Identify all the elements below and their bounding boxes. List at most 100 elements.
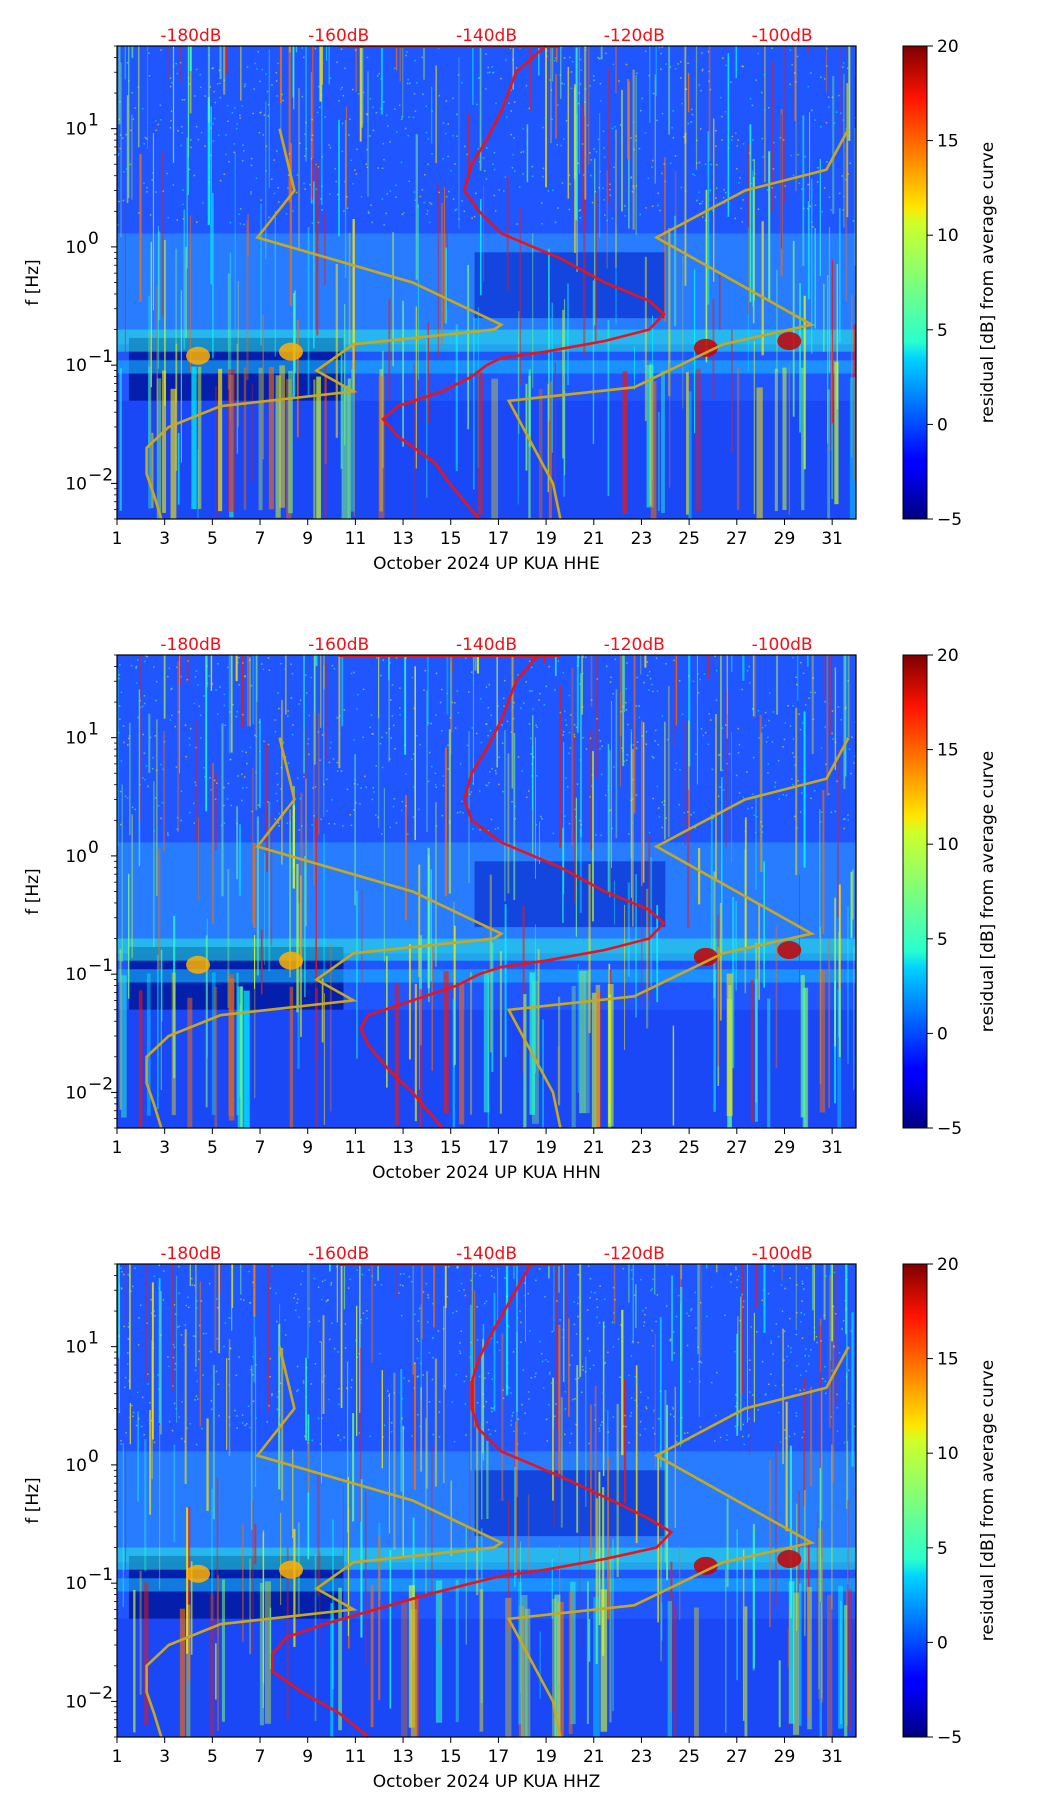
y-tick-exponent: 1 (88, 1329, 99, 1349)
x-tick-label: 11 (345, 529, 367, 549)
x-tick-label: 5 (207, 1747, 218, 1767)
colorbar-tick-label: 0 (937, 1024, 948, 1044)
x-tick-label: 29 (774, 1138, 796, 1158)
colorbar-tick-label: 15 (937, 1350, 959, 1370)
colorbar-tick-label: −5 (937, 1728, 962, 1748)
y-tick-label: 10 (65, 965, 87, 985)
x-tick-label: 11 (345, 1747, 367, 1767)
x-tick-label: 3 (159, 1138, 170, 1158)
y-tick-label: 10 (65, 1692, 87, 1712)
colorbar-tick-label: 10 (937, 835, 959, 855)
db-scale-label: -100dB (752, 1244, 813, 1264)
y-tick-label: 10 (65, 1574, 87, 1594)
y-tick-exponent: 0 (88, 1447, 99, 1467)
db-scale-label: -160dB (308, 1244, 369, 1264)
x-tick-label: 19 (535, 1138, 557, 1158)
db-scale-label: -120dB (604, 26, 665, 46)
x-tick-label: 25 (678, 1138, 700, 1158)
y-tick-exponent: 0 (88, 838, 99, 858)
nhnm-curve (506, 737, 850, 1129)
x-tick-label: 3 (159, 529, 170, 549)
x-tick-label: 5 (207, 529, 218, 549)
median-psd-curve (270, 1263, 674, 1739)
colorbar-tick-label: 20 (937, 646, 959, 666)
spectrogram (117, 1264, 856, 1737)
x-tick-label: 23 (631, 529, 653, 549)
x-axis-title: October 2024 UP KUA HHZ (373, 1772, 601, 1792)
db-scale-label: -160dB (308, 26, 369, 46)
x-axis-title: October 2024 UP KUA HHE (373, 554, 600, 574)
x-tick-label: 15 (440, 1747, 462, 1767)
y-tick-label: 10 (65, 238, 87, 258)
db-scale-label: -120dB (604, 1244, 665, 1264)
y-tick-exponent: −1 (88, 956, 113, 976)
x-tick-label: 27 (726, 529, 748, 549)
x-tick-label: 7 (255, 1138, 266, 1158)
x-tick-label: 27 (726, 1747, 748, 1767)
y-tick-label: 10 (65, 474, 87, 494)
x-tick-label: 13 (392, 1138, 414, 1158)
y-tick-exponent: −1 (88, 347, 113, 367)
y-tick-exponent: −2 (88, 1074, 113, 1094)
db-scale-label: -140dB (456, 1244, 517, 1264)
colorbar-tick-label: 15 (937, 741, 959, 761)
x-axis-title: October 2024 UP KUA HHN (372, 1163, 601, 1183)
x-tick-label: 31 (821, 1138, 843, 1158)
y-axis-title: f [Hz] (23, 868, 43, 914)
db-scale-label: -180dB (160, 1244, 221, 1264)
x-tick-label: 5 (207, 1138, 218, 1158)
colorbar-tick-label: 5 (937, 930, 948, 950)
x-tick-label: 27 (726, 1138, 748, 1158)
x-tick-label: 1 (112, 529, 123, 549)
x-tick-label: 3 (159, 1747, 170, 1767)
y-tick-exponent: 0 (88, 229, 99, 249)
x-tick-label: 15 (440, 1138, 462, 1158)
db-scale-label: -140dB (456, 26, 517, 46)
db-scale-label: -120dB (604, 635, 665, 655)
colorbar-tick-label: 20 (937, 1255, 959, 1275)
nlnm-curve (145, 1346, 504, 1738)
x-tick-label: 1 (112, 1138, 123, 1158)
colorbar-label: residual [dB] from average curve (978, 751, 998, 1032)
spectrogram (117, 46, 856, 519)
colorbar-label: residual [dB] from average curve (978, 1360, 998, 1641)
colorbar-tick-label: 15 (937, 132, 959, 152)
y-tick-label: 10 (65, 847, 87, 867)
x-tick-label: 9 (302, 529, 313, 549)
colorbar: −5 0 5 10 15 20 residual [dB] from average cur… (902, 1255, 998, 1748)
x-tick-label: 25 (678, 529, 700, 549)
x-tick-label: 17 (488, 1747, 510, 1767)
colorbar-gradient (902, 654, 928, 1129)
nlnm-curve (145, 737, 504, 1129)
spectrogram (117, 655, 856, 1128)
db-scale-label: -160dB (308, 635, 369, 655)
colorbar-tick-label: 10 (937, 1444, 959, 1464)
nhnm-curve (506, 1346, 850, 1738)
y-tick-exponent: 1 (88, 720, 99, 740)
colorbar-tick-label: 5 (937, 321, 948, 341)
y-axis-title: f [Hz] (23, 259, 43, 305)
y-tick-label: 10 (65, 356, 87, 376)
x-tick-label: 7 (255, 1747, 266, 1767)
x-tick-label: 29 (774, 1747, 796, 1767)
median-psd-curve (381, 45, 666, 520)
y-tick-exponent: −2 (88, 465, 113, 485)
x-tick-label: 9 (302, 1747, 313, 1767)
x-tick-label: 7 (255, 529, 266, 549)
x-tick-label: 21 (583, 1138, 605, 1158)
y-tick-label: 10 (65, 729, 87, 749)
nlnm-curve (145, 128, 504, 520)
colorbar-tick-label: 0 (937, 415, 948, 435)
colorbar: −5 0 5 10 15 20 residual [dB] from average cur… (902, 646, 998, 1139)
x-tick-label: 17 (488, 529, 510, 549)
y-tick-exponent: −2 (88, 1683, 113, 1703)
y-tick-label: 10 (65, 1456, 87, 1476)
db-scale-label: -100dB (752, 26, 813, 46)
y-tick-exponent: 1 (88, 111, 99, 131)
colorbar-gradient (902, 1263, 928, 1738)
colorbar-tick-label: 0 (937, 1633, 948, 1653)
colorbar-label: residual [dB] from average curve (978, 142, 998, 423)
